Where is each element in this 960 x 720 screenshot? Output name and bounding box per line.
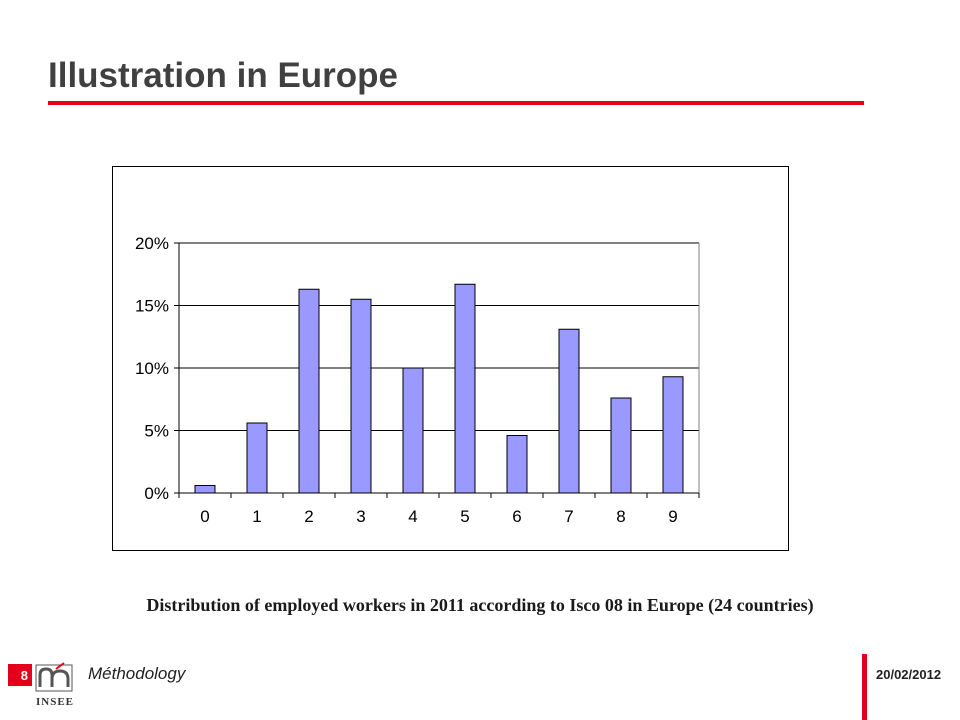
title-underline — [48, 101, 864, 105]
insee-logo — [35, 662, 73, 692]
bar-chart: 0% 5% 10% 15% 20% 0 1 2 3 4 5 6 7 8 9 — [135, 234, 700, 526]
y-tick-label: 10% — [135, 359, 169, 378]
bar — [558, 328, 580, 494]
x-tick-label: 0 — [200, 507, 209, 526]
x-tick-label: 5 — [460, 507, 469, 526]
bar — [298, 288, 320, 494]
x-tick-label: 7 — [564, 507, 573, 526]
bar — [402, 367, 424, 494]
chart-frame: 0% 5% 10% 15% 20% 0 1 2 3 4 5 6 7 8 9 — [112, 166, 789, 551]
footer-divider — [862, 654, 867, 720]
x-tick-label: 1 — [252, 507, 261, 526]
x-tick-label: 6 — [512, 507, 521, 526]
y-tick-label: 20% — [135, 234, 169, 253]
page-number: 8 — [8, 664, 32, 686]
x-tick-label: 2 — [304, 507, 313, 526]
x-tick-label: 8 — [616, 507, 625, 526]
x-tick-label: 9 — [668, 507, 677, 526]
bar — [454, 283, 476, 494]
bar — [350, 298, 372, 494]
slide-date: 20/02/2012 — [876, 667, 942, 682]
y-tick-label: 0% — [144, 484, 169, 503]
slide-title: Illustration in Europe — [48, 56, 399, 95]
y-tick-label: 5% — [144, 422, 169, 441]
x-tick-label: 4 — [408, 507, 417, 526]
x-tick-label: 3 — [356, 507, 365, 526]
chart-caption: Distribution of employed workers in 2011… — [146, 595, 814, 615]
bar — [506, 435, 528, 494]
logo-text: INSEE — [36, 696, 75, 708]
section-label: Méthodology — [88, 664, 186, 683]
bar — [662, 376, 684, 494]
bar — [610, 397, 632, 494]
bar — [246, 422, 268, 494]
bar — [194, 485, 216, 494]
y-tick-label: 15% — [135, 297, 169, 316]
